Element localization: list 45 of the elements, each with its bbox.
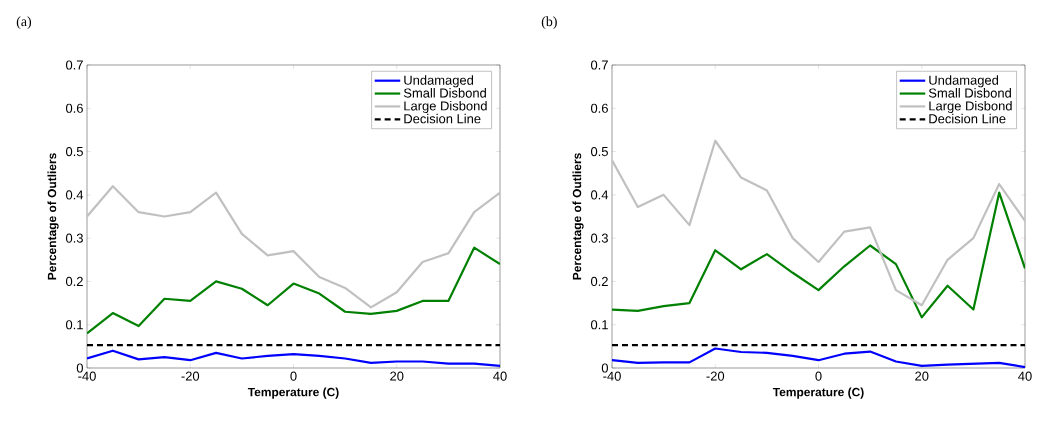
x-tick-label: -20 <box>706 371 725 381</box>
line-series <box>87 349 500 367</box>
y-tick-label: 0.6 <box>590 103 608 113</box>
legend-label: Large Disbond <box>929 100 1012 114</box>
y-tick-label: 0.1 <box>590 320 608 330</box>
x-axis-title: Temperature (C) <box>772 387 864 399</box>
y-tick-label: 0.2 <box>590 276 608 287</box>
line-series <box>87 246 500 335</box>
x-tick-label: 0 <box>815 371 822 381</box>
y-tick-label: 0.1 <box>65 320 83 330</box>
x-tick-label: 40 <box>493 371 507 381</box>
x-tick-label: 0 <box>290 371 297 381</box>
y-tick-label: 0.5 <box>590 146 608 157</box>
y-tick-label: 0.4 <box>65 190 84 200</box>
y-tick-label: 0.2 <box>65 276 83 287</box>
y-tick-label: 0.6 <box>65 103 83 113</box>
line-series <box>612 191 1026 319</box>
line-series <box>612 139 1026 307</box>
y-axis-title: Percentage of Outliers <box>47 153 59 280</box>
x-tick-label: 40 <box>1018 371 1032 381</box>
y-tick-label: 0.7 <box>590 60 608 70</box>
legend-label: Decision Line <box>929 113 1006 124</box>
y-tick-label: 0 <box>76 363 83 373</box>
y-tick-label: 0 <box>601 363 608 373</box>
legend-label: Small Disbond <box>403 88 486 98</box>
x-tick-label: -40 <box>603 371 621 381</box>
chart-title: (a) <box>16 16 32 29</box>
x-tick-label: -40 <box>78 371 96 381</box>
y-tick-label: 0.4 <box>590 190 609 200</box>
x-axis-title: Temperature (C) <box>247 387 339 399</box>
y-axis-title: Percentage of Outliers <box>572 153 584 280</box>
legend-label: Undamaged <box>404 75 474 88</box>
legend-label: Undamaged <box>929 75 999 88</box>
x-tick-label: 20 <box>915 371 929 381</box>
y-tick-label: 0.3 <box>65 233 83 243</box>
legend-label: Large Disbond <box>404 100 487 114</box>
y-tick-label: 0.5 <box>65 146 83 157</box>
y-tick-label: 0.3 <box>590 233 608 243</box>
legend-label: Decision Line <box>404 113 481 124</box>
line-series <box>87 185 500 309</box>
x-tick-label: 20 <box>390 371 404 381</box>
legend-label: Small Disbond <box>928 88 1011 98</box>
y-tick-label: 0.7 <box>65 60 83 70</box>
chart-title: (b) <box>541 16 557 29</box>
x-tick-label: -20 <box>181 371 200 381</box>
